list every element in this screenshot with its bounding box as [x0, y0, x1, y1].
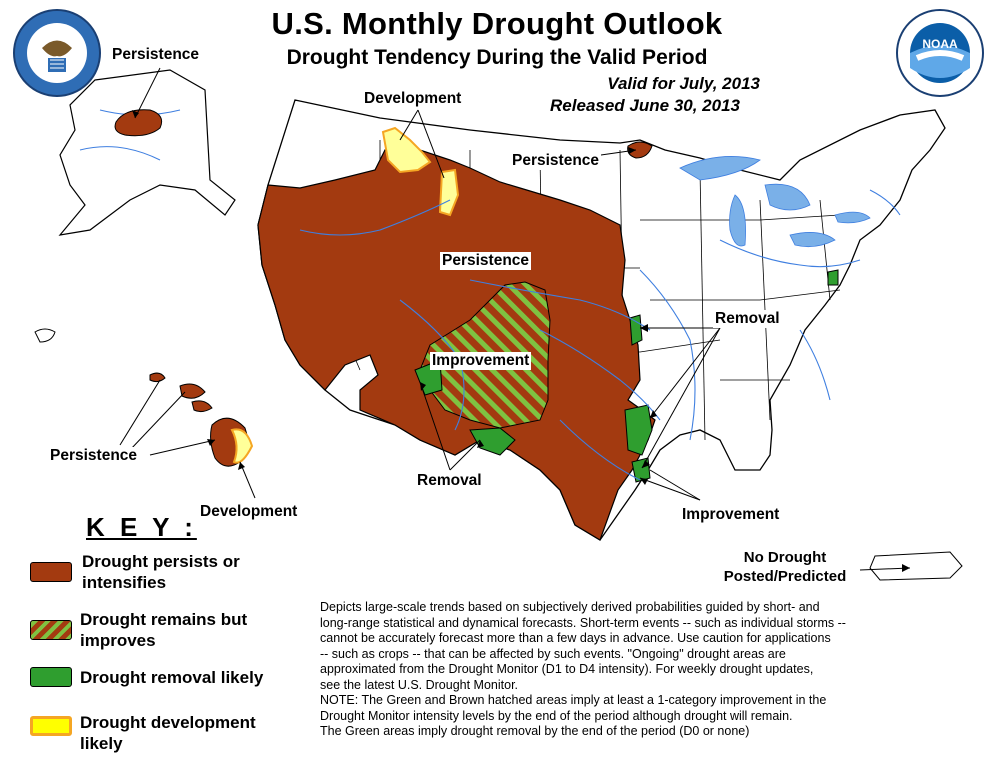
description-line: see the latest U.S. Drought Monitor. [320, 677, 519, 692]
key-title: K E Y : [86, 512, 197, 542]
pointer-lines [119, 67, 911, 571]
description-line: Drought Monitor intensity levels by the … [320, 708, 793, 723]
key-label-persists: Drought persists or intensifies [82, 552, 240, 592]
department-of-commerce-seal-icon [13, 9, 101, 97]
great-lakes [679, 156, 871, 248]
alaska-persistence-area [114, 109, 163, 137]
label-persistence-north: Persistence [510, 152, 602, 170]
label-removal-east: Removal [713, 310, 782, 328]
rivers [299, 189, 901, 481]
description-text: Depicts large-scale trends based on subj… [320, 600, 980, 740]
description-line: The Green areas imply drought removal by… [320, 724, 750, 738]
label-hawaii-persistence: Persistence [48, 447, 140, 465]
release-date: Released June 30, 2013 [550, 96, 740, 115]
noaa-wordmark: NOAA [922, 37, 958, 51]
valid-period: Valid for July, 2013 [607, 74, 760, 93]
key-swatch-improves [30, 620, 72, 640]
key-swatch-persists [30, 562, 72, 582]
key-label-removal: Drought removal likely [80, 668, 264, 687]
label-puerto-rico: No Drought Posted/Predicted [723, 549, 847, 585]
label-removal-south: Removal [415, 472, 484, 490]
key-label-development: Drought development likely [80, 713, 256, 753]
description-line: long-range statistical and dynamical for… [320, 615, 846, 630]
hawaii [34, 328, 254, 467]
puerto-rico [869, 551, 963, 581]
description-line: approximated from the Drought Monitor (D… [320, 662, 814, 676]
noaa-logo-icon: NOAA [896, 9, 984, 97]
label-development-north: Development [362, 90, 464, 108]
label-alaska-persistence: Persistence [112, 46, 200, 63]
label-improvement-south: Improvement [680, 506, 782, 524]
key-label-improves: Drought remains but improves [80, 610, 248, 650]
label-persistence-central: Persistence [440, 252, 532, 270]
description-line: cannot be accurately forecast more than … [320, 631, 831, 645]
page-title: U.S. Monthly Drought Outlook [271, 6, 723, 41]
arrowheads [132, 110, 910, 572]
description-line: NOTE: The Green and Brown hatched areas … [320, 693, 827, 707]
label-improvement-central: Improvement [430, 352, 532, 370]
page-subtitle: Drought Tendency During the Valid Period [286, 46, 708, 69]
key-swatch-removal [30, 667, 72, 687]
key-swatch-development [30, 716, 72, 736]
description-line: Depicts large-scale trends based on subj… [320, 600, 820, 614]
label-hawaii-development: Development [198, 503, 300, 521]
description-line: -- such as crops -- that can be affected… [320, 646, 786, 661]
development-areas [381, 126, 460, 217]
